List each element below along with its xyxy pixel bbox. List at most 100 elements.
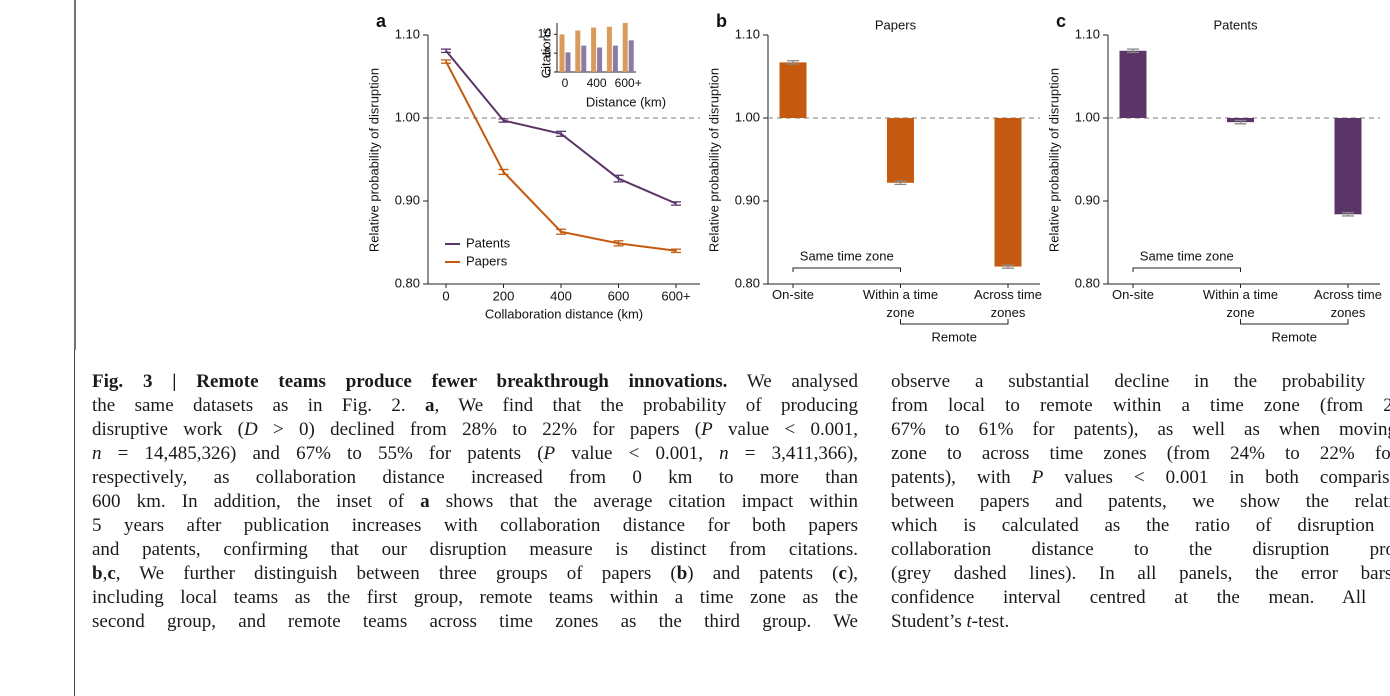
x-tick-label: On-site bbox=[772, 287, 814, 302]
y-axis-label: Relative probability of disruption bbox=[1046, 68, 1061, 252]
y-tick-label: 1.10 bbox=[1075, 26, 1100, 41]
x-tick-label: 200 bbox=[493, 288, 515, 303]
y-tick-label: 1.10 bbox=[735, 26, 760, 41]
caption-text: = 3,411,366), bbox=[728, 443, 858, 464]
caption-bold: a bbox=[425, 395, 435, 416]
caption-text: ) and patents ( bbox=[687, 563, 839, 584]
y-tick-label: 0.90 bbox=[395, 192, 420, 207]
caption-text: Student’s bbox=[891, 611, 967, 632]
caption-line: confidence interval centred at the mean.… bbox=[891, 586, 1390, 610]
caption-text: confidence interval centred at the mean.… bbox=[891, 587, 1390, 608]
caption-text: which is calculated as the ratio of disr… bbox=[891, 515, 1390, 536]
bracket bbox=[1132, 267, 1241, 272]
caption-text: shows that the average citation impact w… bbox=[429, 491, 858, 512]
caption-text: zone to across time zones (from 24% to 2… bbox=[891, 443, 1390, 464]
bracket-label: Same time zone bbox=[1140, 248, 1234, 263]
caption-line: second group, and remote teams across ti… bbox=[92, 610, 858, 634]
caption-text: between papers and patents, we show the … bbox=[891, 491, 1390, 512]
caption-text: , We find that the probability of produc… bbox=[434, 395, 858, 416]
y-axis-label: Citations bbox=[538, 27, 553, 78]
y-tick-label: 0.80 bbox=[395, 275, 420, 290]
y-tick-label: 0.90 bbox=[735, 192, 760, 207]
x-axis-label: Distance (km) bbox=[586, 94, 666, 109]
caption-text: from local to remote within a time zone … bbox=[891, 395, 1390, 416]
caption-text: value < 0.001, bbox=[555, 443, 720, 464]
bar bbox=[1119, 50, 1147, 118]
caption-left: Fig. 3 | Remote teams produce fewer brea… bbox=[92, 370, 858, 634]
bar bbox=[612, 45, 618, 72]
caption-text: observe a substantial decline in the pro… bbox=[891, 371, 1390, 392]
x-tick-label: 400 bbox=[550, 288, 572, 303]
caption-italic: t bbox=[966, 611, 972, 632]
bar bbox=[575, 30, 581, 73]
bracket-label: Remote bbox=[931, 329, 977, 344]
caption-line: 67% to 61% for patents), as well as when… bbox=[891, 418, 1390, 442]
caption-line: and patents, confirming that our disrupt… bbox=[92, 538, 858, 562]
bar bbox=[565, 52, 571, 72]
bar bbox=[597, 47, 603, 72]
x-tick-label: Within a time zone bbox=[862, 287, 939, 320]
y-tick-label: 1.00 bbox=[735, 109, 760, 124]
y-tick-label: 0.80 bbox=[735, 275, 760, 290]
y-tick-label: 1.10 bbox=[395, 26, 420, 41]
bracket bbox=[900, 319, 1009, 325]
x-tick-label: Within a time zone bbox=[1202, 287, 1279, 320]
bar bbox=[1334, 118, 1362, 215]
caption-text: second group, and remote teams across ti… bbox=[92, 611, 858, 632]
caption-line: between papers and patents, we show the … bbox=[891, 490, 1390, 514]
chart-title: Papers bbox=[875, 17, 917, 32]
bracket-label: Remote bbox=[1271, 329, 1317, 344]
caption-italic: n bbox=[719, 443, 729, 464]
caption-line: b,c, We further distinguish between thre… bbox=[92, 562, 858, 586]
figure: a Relative probability of disruption 0.80 0… bbox=[74, 0, 1380, 350]
bar bbox=[591, 27, 597, 72]
caption-line: 600 km. In addition, the inset of a show… bbox=[92, 490, 858, 514]
caption-line: respectively, as collaboration distance … bbox=[92, 466, 858, 490]
caption-line: from local to remote within a time zone … bbox=[891, 394, 1390, 418]
x-axis-label: Collaboration distance (km) bbox=[485, 306, 643, 321]
y-tick-label: 0 bbox=[544, 64, 551, 78]
bracket-label: Same time zone bbox=[800, 248, 894, 263]
caption-line: disruptive work (D > 0) declined from 28… bbox=[92, 418, 858, 442]
caption-line: collaboration distance to the disruption… bbox=[891, 538, 1390, 562]
caption-bold: b bbox=[92, 563, 103, 584]
caption-text: including local teams as the first group… bbox=[92, 587, 858, 608]
caption-right: observe a substantial decline in the pro… bbox=[891, 370, 1390, 634]
caption-text: , bbox=[102, 563, 108, 584]
panel-letter: c bbox=[1056, 11, 1066, 31]
bar bbox=[559, 34, 565, 72]
bar bbox=[606, 26, 612, 72]
y-tick-label: 10 bbox=[538, 26, 552, 40]
caption-text: collaboration distance to the disruption… bbox=[891, 539, 1390, 560]
y-tick-label: 0.80 bbox=[1075, 275, 1100, 290]
caption-bold: b bbox=[676, 563, 688, 584]
caption-line: Student’s t-test. bbox=[891, 610, 1390, 634]
x-tick-label: Across time zones bbox=[974, 287, 1042, 320]
caption-text: the same datasets as in Fig. 2. bbox=[92, 395, 426, 416]
bracket bbox=[792, 267, 901, 272]
caption-italic: n bbox=[92, 443, 102, 464]
x-tick-label: Across time zones bbox=[1314, 287, 1382, 320]
legend-label: Patents bbox=[466, 235, 511, 250]
caption-bold: c bbox=[838, 563, 847, 584]
caption-line: zone to across time zones (from 24% to 2… bbox=[891, 442, 1390, 466]
caption-text: > 0) declined from 28% to 22% for papers… bbox=[257, 419, 702, 440]
caption-line: 5 years after publication increases with… bbox=[92, 514, 858, 538]
caption-text: 600 km. In addition, the inset of bbox=[92, 491, 421, 512]
caption-text: values < 0.001 in both comparisons. T bbox=[1064, 467, 1390, 488]
caption-text: and patents, confirming that our disrupt… bbox=[92, 539, 858, 560]
x-tick-label: 600+ bbox=[615, 76, 642, 90]
bar bbox=[994, 118, 1022, 267]
x-tick-label: 600 bbox=[608, 288, 630, 303]
x-tick-label: 600+ bbox=[661, 288, 690, 303]
y-tick-label: 5 bbox=[544, 45, 551, 59]
caption-italic: P bbox=[543, 443, 556, 464]
y-axis-label: Relative probability of disruption bbox=[706, 68, 721, 252]
y-tick-label: 0.90 bbox=[1075, 192, 1100, 207]
caption-text: value < 0.001, bbox=[712, 419, 858, 440]
x-tick-label: On-site bbox=[1112, 287, 1154, 302]
caption-text: respectively, as collaboration distance … bbox=[92, 467, 858, 488]
caption-text: 5 years after publication increases with… bbox=[92, 515, 858, 536]
x-tick-label: 400 bbox=[587, 76, 607, 90]
caption-text: ), bbox=[846, 563, 859, 584]
